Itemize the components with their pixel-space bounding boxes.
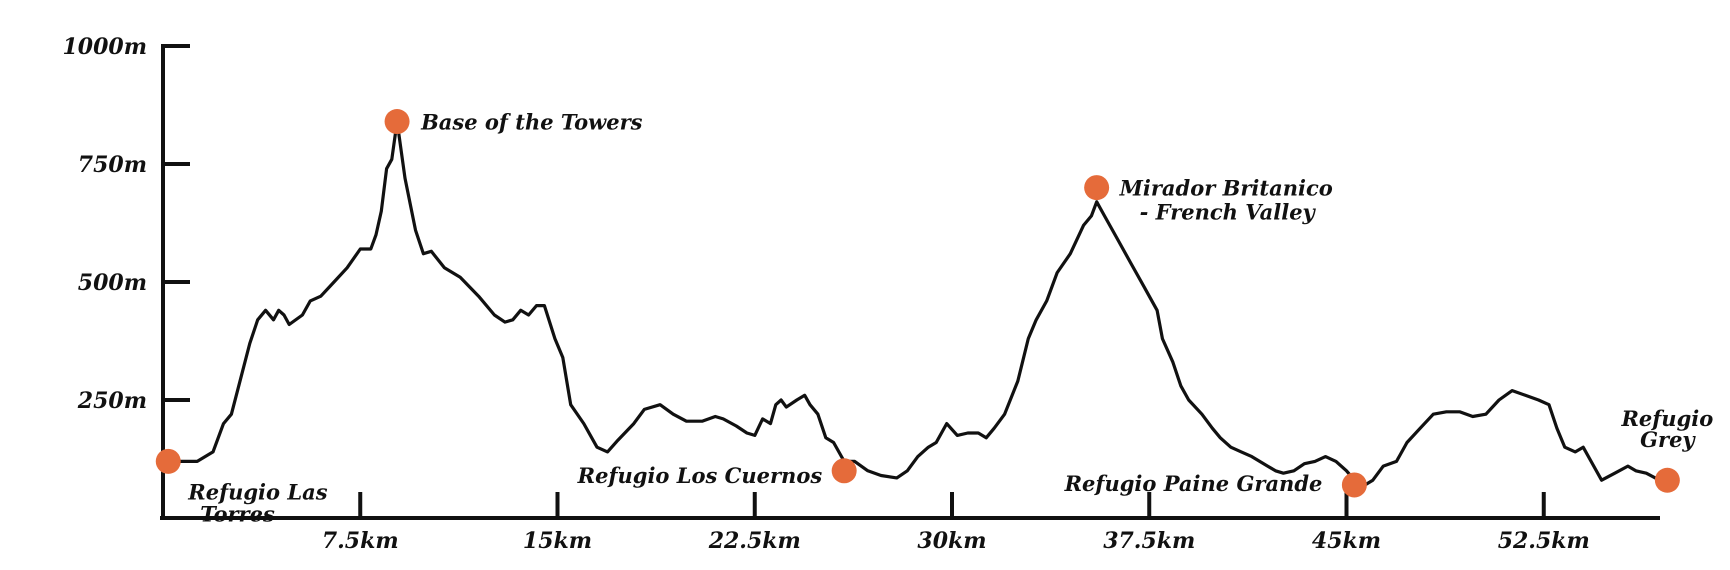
elevation-line bbox=[166, 119, 1669, 487]
y-axis-ticks: 250m 500m 750m 1000m bbox=[62, 34, 190, 414]
waypoint-label-line: Refugio Paine Grande bbox=[1064, 471, 1323, 496]
y-tick-label: 250m bbox=[77, 388, 147, 414]
x-axis-ticks: 7.5km 15km 22.5km 30km 37.5km 45km 52.5km bbox=[322, 492, 1590, 554]
waypoint-label: Base of the Towers bbox=[420, 110, 643, 135]
waypoint-label-line: Refugio bbox=[1620, 406, 1713, 431]
waypoint-marker bbox=[831, 458, 857, 484]
waypoint-label: Refugio Grey bbox=[1620, 406, 1713, 452]
waypoint-label: Refugio Las Torres bbox=[187, 479, 327, 526]
waypoint-label-line: - French Valley bbox=[1140, 200, 1317, 225]
waypoint-label: Mirador Britanico - French Valley bbox=[1119, 176, 1333, 225]
waypoint-label-line: Torres bbox=[200, 501, 275, 526]
x-tick-label: 22.5km bbox=[708, 528, 801, 554]
x-tick-label: 15km bbox=[523, 528, 592, 554]
waypoint-marker bbox=[1084, 175, 1110, 201]
y-tick-label: 750m bbox=[78, 152, 147, 178]
y-tick-label: 1000m bbox=[62, 34, 147, 60]
waypoint-marker bbox=[1341, 472, 1367, 498]
waypoint-marker bbox=[1654, 467, 1680, 493]
waypoint-label-line: Base of the Towers bbox=[420, 110, 643, 135]
waypoint-label-line: Mirador Britanico bbox=[1119, 176, 1333, 201]
waypoint-label: Refugio Paine Grande bbox=[1064, 471, 1323, 496]
waypoint-markers: Refugio Las Torres Base of the Towers Refug… bbox=[155, 109, 1713, 526]
waypoint-marker bbox=[384, 109, 410, 135]
waypoint-marker bbox=[155, 448, 181, 474]
y-tick-label: 500m bbox=[78, 270, 147, 296]
x-tick-label: 45km bbox=[1312, 528, 1381, 554]
x-tick-label: 52.5km bbox=[1498, 528, 1590, 554]
waypoint-label-line: Grey bbox=[1640, 427, 1696, 452]
waypoint-label-line: Refugio Las bbox=[187, 479, 327, 504]
waypoint-label-line: Refugio Los Cuernos bbox=[577, 463, 823, 488]
x-tick-label: 37.5km bbox=[1103, 528, 1195, 554]
x-tick-label: 7.5km bbox=[322, 528, 399, 554]
waypoint-label: Refugio Los Cuernos bbox=[577, 463, 823, 488]
x-tick-label: 30km bbox=[917, 528, 986, 554]
